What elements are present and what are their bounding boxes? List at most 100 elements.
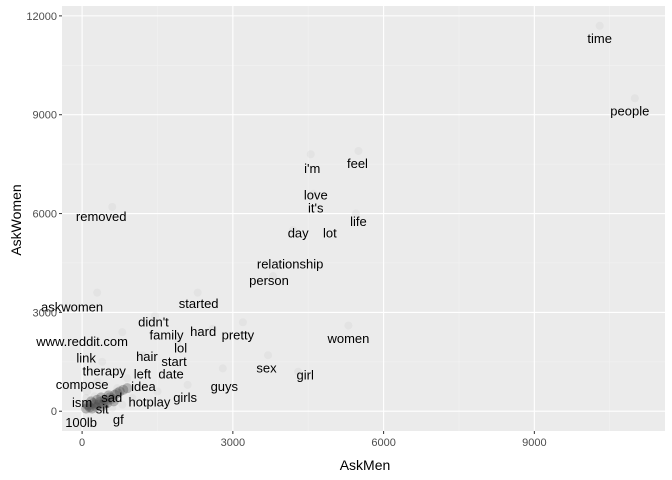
data-point xyxy=(100,405,109,414)
data-point xyxy=(90,392,99,401)
word-label: girl xyxy=(297,368,314,383)
word-label: feel xyxy=(347,156,368,171)
word-label: removed xyxy=(76,209,127,224)
data-point xyxy=(108,202,117,211)
y-axis-title: AskWomen xyxy=(8,184,24,255)
x-tick-label: 0 xyxy=(79,437,85,449)
cluster-point xyxy=(104,392,115,403)
cluster-point xyxy=(82,399,93,410)
word-label: askwomen xyxy=(41,299,103,314)
word-label: 100lb xyxy=(65,415,97,430)
cluster-point xyxy=(87,403,98,414)
cluster-point xyxy=(109,389,120,400)
word-label: link xyxy=(76,351,96,366)
word-label: guys xyxy=(211,379,239,394)
cluster-point xyxy=(81,403,92,414)
word-label: compose xyxy=(56,377,109,392)
data-point xyxy=(84,403,93,412)
x-axis-ticks: 0 3000 6000 9000 xyxy=(79,431,547,449)
cluster-point xyxy=(101,396,112,407)
data-point xyxy=(85,405,94,414)
minor-gridlines xyxy=(62,6,665,431)
data-point xyxy=(93,377,102,386)
cluster-point xyxy=(83,400,94,411)
word-label: didn't xyxy=(138,314,169,329)
word-label: lot xyxy=(323,225,337,240)
data-point xyxy=(153,387,162,396)
data-point xyxy=(306,150,315,159)
word-label: idea xyxy=(131,379,156,394)
cluster-point xyxy=(98,398,109,409)
word-label: sad xyxy=(101,390,122,405)
cluster-point xyxy=(97,401,108,412)
data-point xyxy=(88,403,97,412)
data-point xyxy=(354,146,363,155)
data-point xyxy=(218,364,227,373)
y-tick-label: 12000 xyxy=(26,11,57,23)
cluster-point xyxy=(102,397,113,408)
word-label: person xyxy=(249,273,289,288)
cluster-point xyxy=(112,388,123,399)
word-label: life xyxy=(350,214,367,229)
cluster-point xyxy=(118,384,129,395)
data-point xyxy=(595,21,604,30)
plot-panel xyxy=(62,6,665,431)
data-point xyxy=(82,394,91,403)
word-label: www.reddit.com xyxy=(35,334,128,349)
data-point xyxy=(351,209,360,218)
word-label: therapy xyxy=(83,364,127,379)
word-label: ism xyxy=(72,395,92,410)
data-point xyxy=(93,288,102,297)
cluster-point xyxy=(99,394,110,405)
data-point xyxy=(93,402,102,411)
word-label: left xyxy=(134,366,152,381)
data-point xyxy=(98,395,107,404)
word-label: sex xyxy=(256,360,277,375)
word-label: people xyxy=(610,103,649,118)
word-label: hotplay xyxy=(128,394,170,409)
data-point xyxy=(123,374,132,383)
word-label: lol xyxy=(174,341,187,356)
cluster-point xyxy=(88,397,99,408)
cluster-point xyxy=(92,394,103,405)
word-label: sit xyxy=(96,402,109,417)
word-label: gf xyxy=(113,412,124,427)
word-label: i'm xyxy=(304,161,320,176)
cluster-point xyxy=(96,392,107,403)
cluster-point xyxy=(89,399,100,410)
data-point xyxy=(108,403,117,412)
data-point xyxy=(103,390,112,399)
data-point xyxy=(118,328,127,337)
data-point xyxy=(193,288,202,297)
x-tick-label: 3000 xyxy=(221,437,245,449)
data-point xyxy=(183,380,192,389)
data-point xyxy=(128,394,137,403)
x-axis-title: AskMen xyxy=(340,457,391,473)
cluster-point xyxy=(108,396,119,407)
data-point xyxy=(80,400,89,409)
word-label: time xyxy=(587,31,612,46)
data-point xyxy=(83,387,92,396)
word-label: hard xyxy=(190,324,216,339)
data-point xyxy=(630,94,639,103)
major-gridlines xyxy=(62,6,665,431)
data-point xyxy=(150,311,159,320)
cluster-point xyxy=(93,399,104,410)
data-point xyxy=(294,367,303,376)
data-point xyxy=(344,321,353,330)
cluster-point xyxy=(91,401,102,412)
data-point xyxy=(208,324,217,333)
data-point xyxy=(138,351,147,360)
word-label: pretty xyxy=(222,327,255,342)
word-label: love xyxy=(304,187,328,202)
data-point xyxy=(113,384,122,393)
data-point xyxy=(264,351,273,360)
data-point xyxy=(81,405,90,414)
data-point xyxy=(238,318,247,327)
data-point xyxy=(98,357,107,366)
cluster-point xyxy=(94,397,105,408)
y-tick-label: 6000 xyxy=(33,209,57,221)
word-label: date xyxy=(158,366,183,381)
